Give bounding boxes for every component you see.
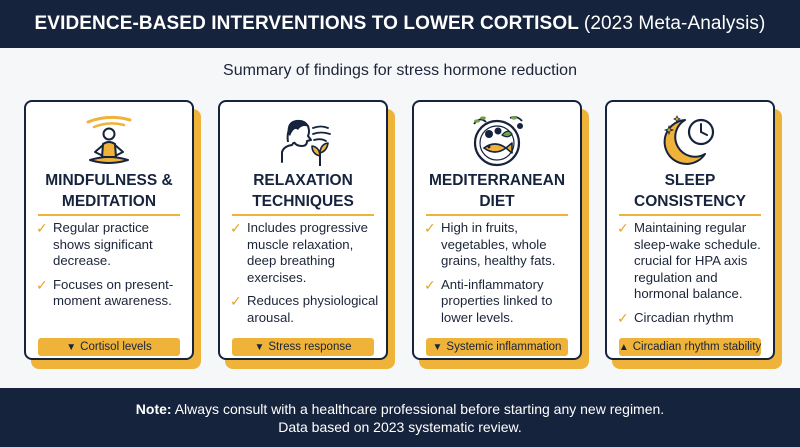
card-title: Mindfulness & Meditation: [45, 172, 173, 210]
meditation-icon: [26, 112, 192, 170]
list-item: ✓ High in fruits, vegetables, whole grain…: [424, 220, 556, 268]
status-badge: ▲ Circadian rhythm stability: [619, 338, 761, 356]
list-item: ✓ Reduces physiological arousal.: [230, 293, 379, 325]
card-mindfulness: Mindfulness & Meditation ✓ Regular practi…: [24, 100, 201, 369]
card-title: Mediterranean Diet: [428, 172, 566, 210]
check-icon: ✓: [424, 276, 436, 293]
note-label: Note:: [135, 400, 172, 417]
card-divider: [619, 214, 761, 216]
card-sleep: Sleep Consistency ✓ Maintaining regular s…: [605, 100, 782, 369]
page-subtitle: Summary of findings for stress hormone r…: [223, 62, 577, 79]
bullet-list: ✓ Regular practice shows significant decr…: [36, 220, 186, 317]
moon-clock-icon: [607, 112, 773, 170]
card-title: Sleep Consistency: [634, 172, 746, 210]
list-item: ✓ Includes progressive muscle relaxation,…: [230, 220, 368, 285]
arrow-up-icon: ▲: [618, 341, 629, 353]
status-badge: ▼ Cortisol levels: [38, 338, 180, 356]
list-item: ✓ Maintaining regular sleep-wake schedule…: [617, 220, 761, 301]
check-icon: ✓: [230, 220, 242, 236]
status-badge: ▼ Stress response: [232, 338, 374, 356]
card-mediterranean: Mediterranean Diet ✓ High in fruits, vege…: [412, 100, 589, 369]
footer-line-1: Note: Always consult with a healthcare p…: [136, 400, 664, 418]
card-title: Relaxation Techniques: [252, 172, 354, 210]
breathing-icon: [220, 112, 386, 170]
check-icon: ✓: [36, 276, 48, 293]
bullet-list: ✓ High in fruits, vegetables, whole grain…: [424, 220, 574, 333]
arrow-down-icon: ▼: [432, 341, 443, 353]
card-divider: [426, 214, 568, 216]
list-item: ✓ Anti-inflammatory properties linked to …: [424, 276, 553, 325]
check-icon: ✓: [36, 220, 48, 236]
note-text: Always consult with a healthcare profess…: [174, 400, 665, 417]
list-item: ✓ Regular practice shows significant decr…: [36, 220, 153, 268]
card-body: Sleep Consistency ✓ Maintaining regular s…: [605, 100, 775, 360]
card-body: Mediterranean Diet ✓ High in fruits, vege…: [412, 100, 582, 360]
card-divider: [38, 214, 180, 216]
card-body: Mindfulness & Meditation ✓ Regular practi…: [24, 100, 194, 360]
list-item: ✓ Circadian rhythm: [617, 309, 734, 326]
card-divider: [232, 214, 374, 216]
arrow-down-icon: ▼: [254, 341, 265, 353]
list-item: ✓ Focuses on present-moment awareness.: [36, 276, 174, 309]
check-icon: ✓: [617, 309, 629, 326]
card-relaxation: Relaxation Techniques ✓ Includes progress…: [218, 100, 395, 369]
footer-note: Note: Always consult with a healthcare p…: [0, 388, 800, 447]
bullet-list: ✓ Maintaining regular sleep-wake schedule…: [617, 220, 767, 333]
check-icon: ✓: [424, 220, 436, 236]
bullet-list: ✓ Includes progressive muscle relaxation,…: [230, 220, 380, 333]
card-body: Relaxation Techniques ✓ Includes progress…: [218, 100, 388, 360]
check-icon: ✓: [617, 220, 629, 236]
arrow-down-icon: ▼: [66, 341, 77, 353]
page-title: EVIDENCE-BASED INTERVENTIONS TO LOWER CO…: [34, 13, 579, 34]
footer-line-2: Data based on 2023 systematic review.: [278, 418, 522, 435]
check-icon: ✓: [230, 293, 242, 309]
page-title-sub: (2023 Meta-Analysis): [583, 13, 766, 34]
status-badge: ▼ Systemic inflammation: [426, 338, 568, 356]
page-header: EVIDENCE-BASED INTERVENTIONS TO LOWER CO…: [0, 0, 800, 48]
food-plate-icon: [414, 112, 580, 170]
